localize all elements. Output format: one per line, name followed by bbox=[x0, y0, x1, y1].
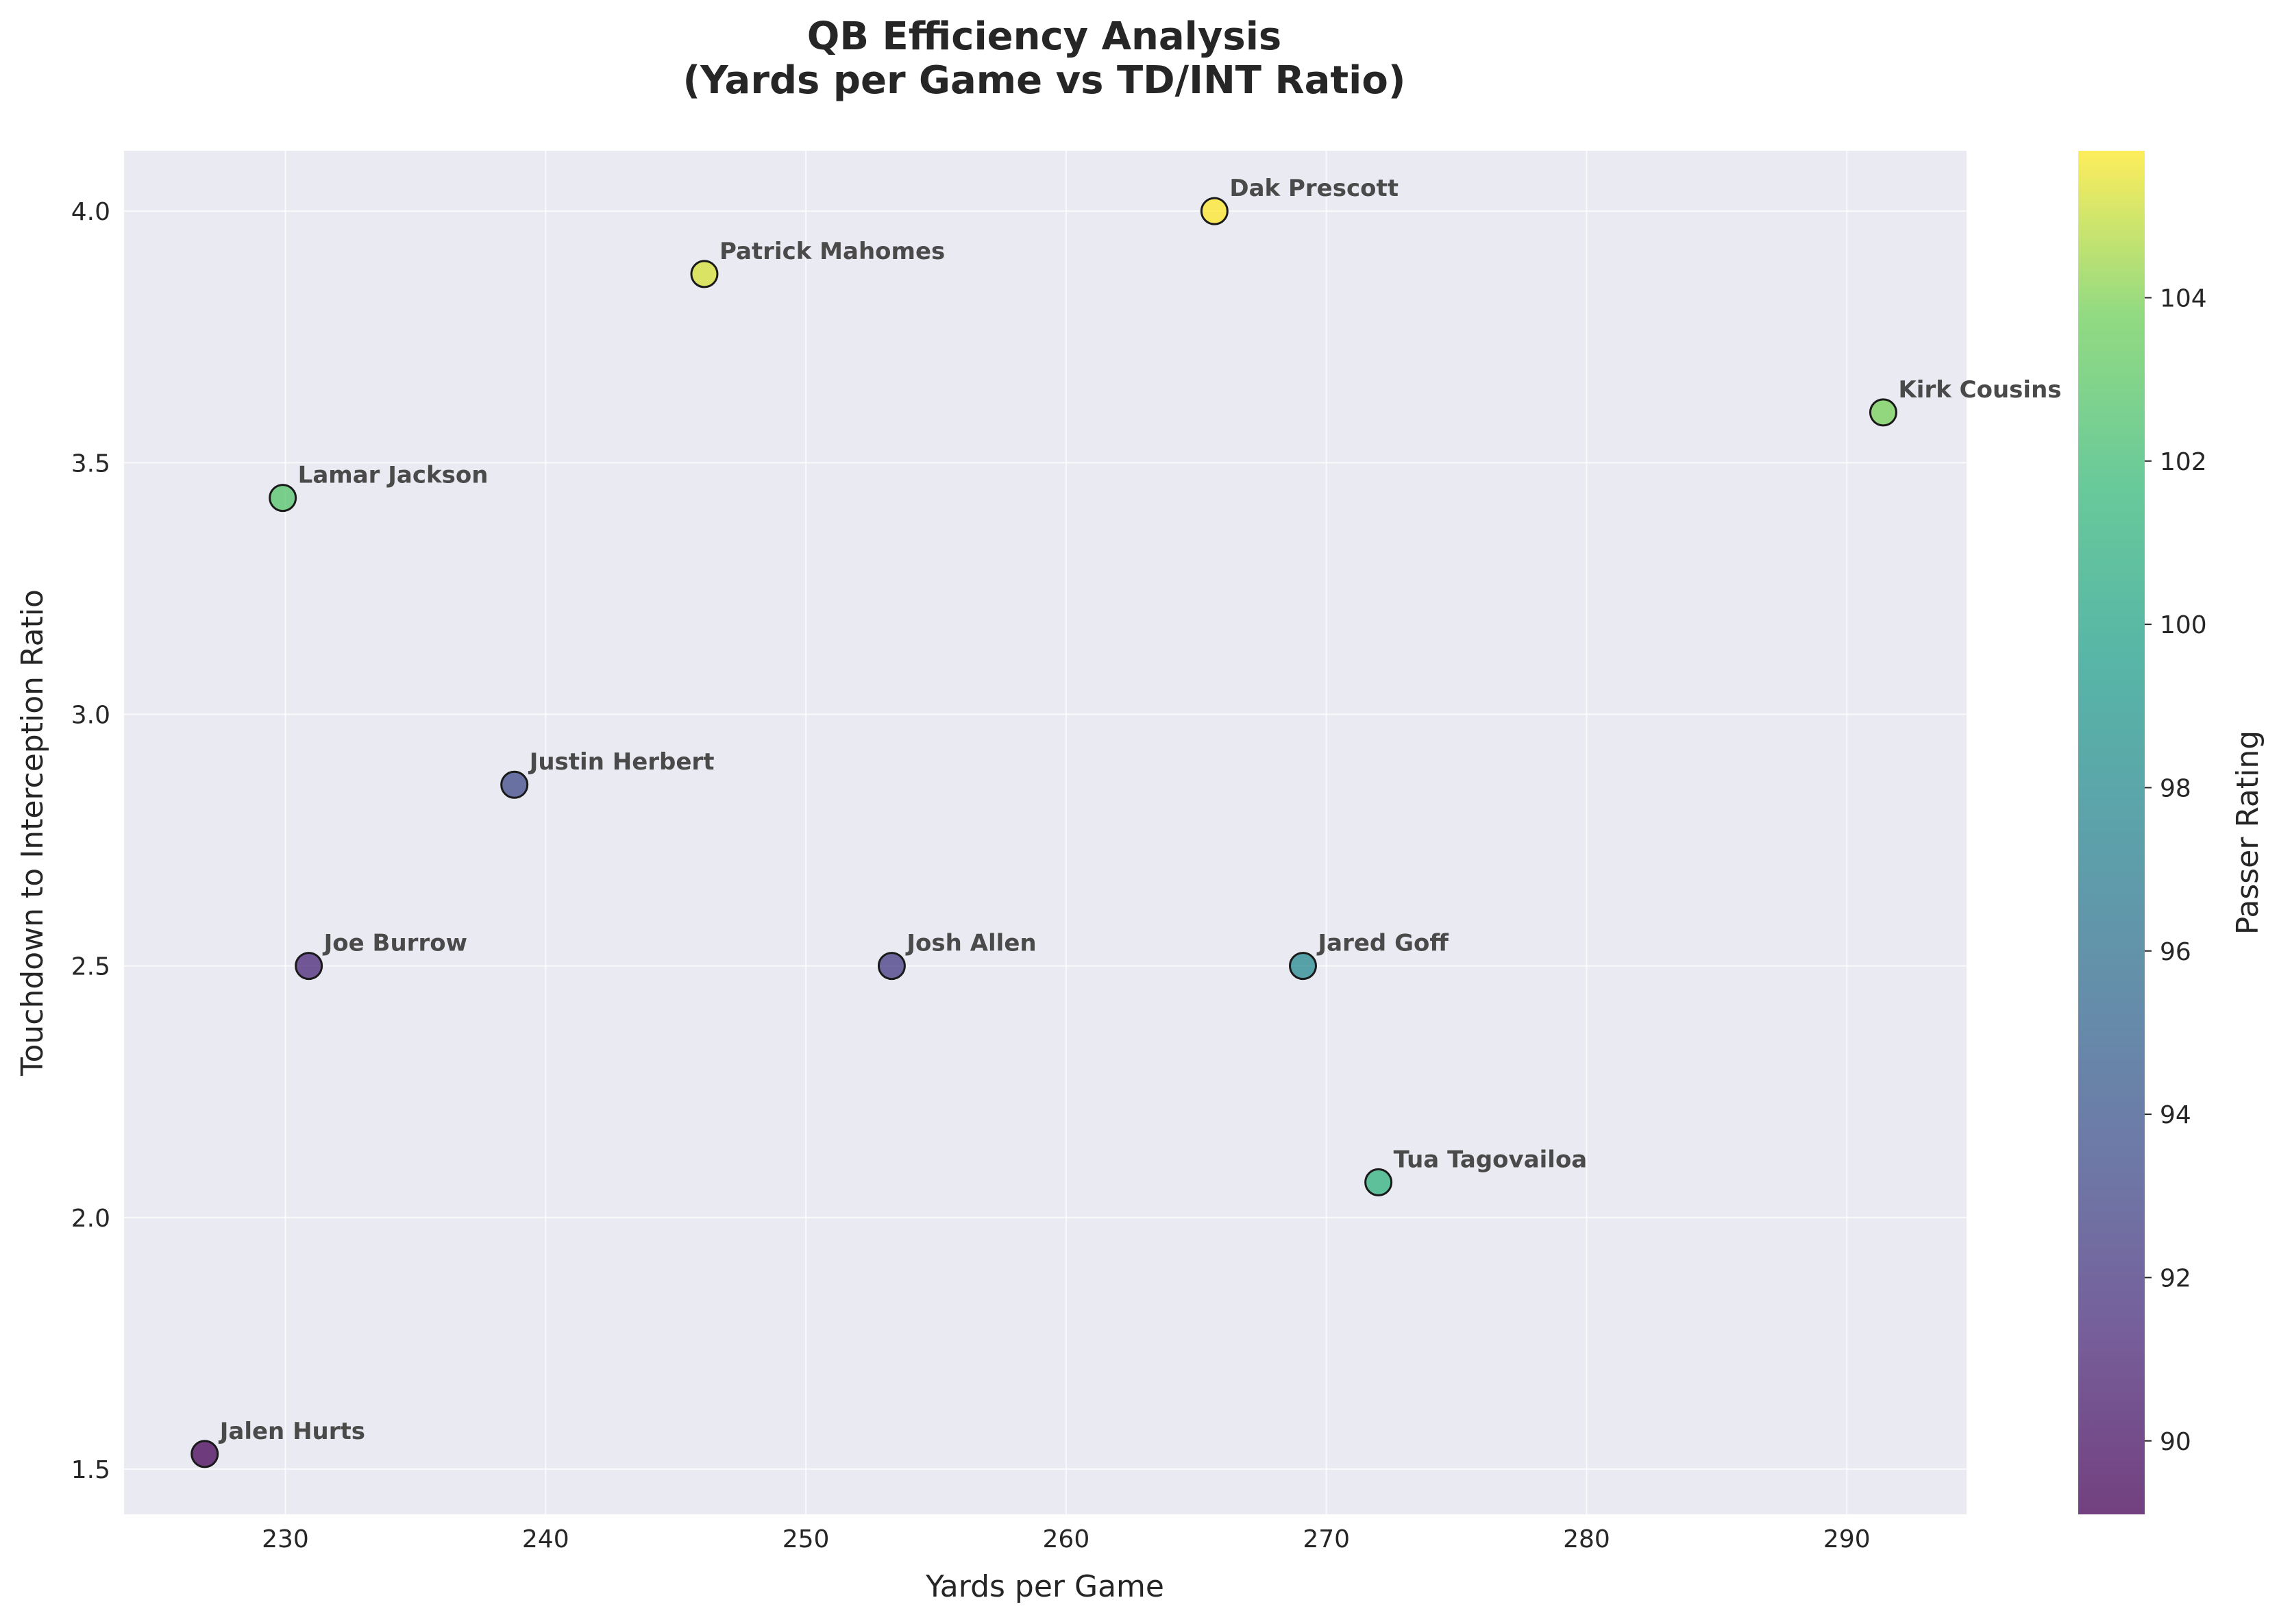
chart-title: QB Efficiency Analysis bbox=[807, 14, 1281, 59]
colorbar-tick-label: 100 bbox=[2160, 611, 2207, 639]
data-point-label: Tua Tagovailoa bbox=[1394, 1146, 1588, 1173]
plot-area bbox=[124, 151, 1967, 1514]
data-point-label: Lamar Jackson bbox=[298, 462, 489, 489]
colorbar-tick-label: 92 bbox=[2160, 1264, 2191, 1292]
x-tick-label: 250 bbox=[783, 1525, 830, 1553]
y-tick-label: 1.5 bbox=[71, 1456, 110, 1484]
colorbar-tick-label: 94 bbox=[2160, 1101, 2191, 1129]
data-point bbox=[1869, 398, 1897, 427]
x-tick-label: 230 bbox=[262, 1525, 309, 1553]
colorbar-tick-label: 102 bbox=[2160, 448, 2207, 476]
colorbar-label: Passer Rating bbox=[2230, 730, 2265, 935]
y-tick-label: 2.0 bbox=[71, 1205, 110, 1233]
y-tick-label: 3.0 bbox=[71, 701, 110, 729]
data-point bbox=[269, 484, 297, 513]
data-point-label: Joe Burrow bbox=[323, 930, 467, 957]
colorbar-tick-label: 90 bbox=[2160, 1428, 2191, 1456]
data-point-label: Patrick Mahomes bbox=[719, 238, 945, 265]
data-point bbox=[295, 952, 323, 981]
y-tick-label: 4.0 bbox=[71, 198, 110, 226]
colorbar-tick-label: 104 bbox=[2160, 284, 2207, 312]
data-point bbox=[1289, 952, 1318, 981]
data-point bbox=[877, 952, 906, 981]
data-point-label: Dak Prescott bbox=[1229, 175, 1399, 202]
x-tick-label: 240 bbox=[522, 1525, 569, 1553]
x-tick-label: 260 bbox=[1043, 1525, 1090, 1553]
point-labels: Dak Prescott Patrick Mahomes Kirk Cousins L… bbox=[219, 175, 2062, 1445]
data-point-label: Josh Allen bbox=[905, 930, 1036, 957]
gridlines bbox=[124, 151, 1967, 1514]
y-tick-label: 3.5 bbox=[71, 450, 110, 478]
chart-subtitle: (Yards per Game vs TD/INT Ratio) bbox=[683, 58, 1406, 103]
scatter-points bbox=[190, 197, 1897, 1468]
x-tick-label: 280 bbox=[1563, 1525, 1610, 1553]
data-point bbox=[1200, 197, 1229, 225]
data-point bbox=[190, 1440, 219, 1468]
x-tick-label: 290 bbox=[1823, 1525, 1871, 1553]
data-point bbox=[690, 260, 719, 288]
colorbar-ticks: 90 92 94 96 98 100 102 104 bbox=[2145, 284, 2207, 1456]
y-tick-label: 2.5 bbox=[71, 953, 110, 981]
data-point-label: Kirk Cousins bbox=[1898, 376, 2061, 404]
data-point bbox=[500, 770, 529, 799]
x-tick-label: 270 bbox=[1303, 1525, 1350, 1553]
y-axis-label: Touchdown to Interception Ratio bbox=[15, 589, 50, 1076]
colorbar bbox=[2078, 151, 2145, 1514]
data-point-label: Justin Herbert bbox=[528, 748, 715, 776]
data-point-label: Jared Goff bbox=[1317, 930, 1449, 957]
x-axis-label: Yards per Game bbox=[925, 1569, 1164, 1604]
colorbar-tick-label: 98 bbox=[2160, 774, 2191, 802]
axis-ticks: 230 240 250 260 270 280 290 1.5 2.0 2.5 3.0 3.5 4.0 bbox=[71, 198, 1871, 1553]
data-point-label: Jalen Hurts bbox=[219, 1418, 365, 1445]
data-point bbox=[1364, 1168, 1393, 1196]
colorbar-tick-label: 96 bbox=[2160, 938, 2191, 966]
